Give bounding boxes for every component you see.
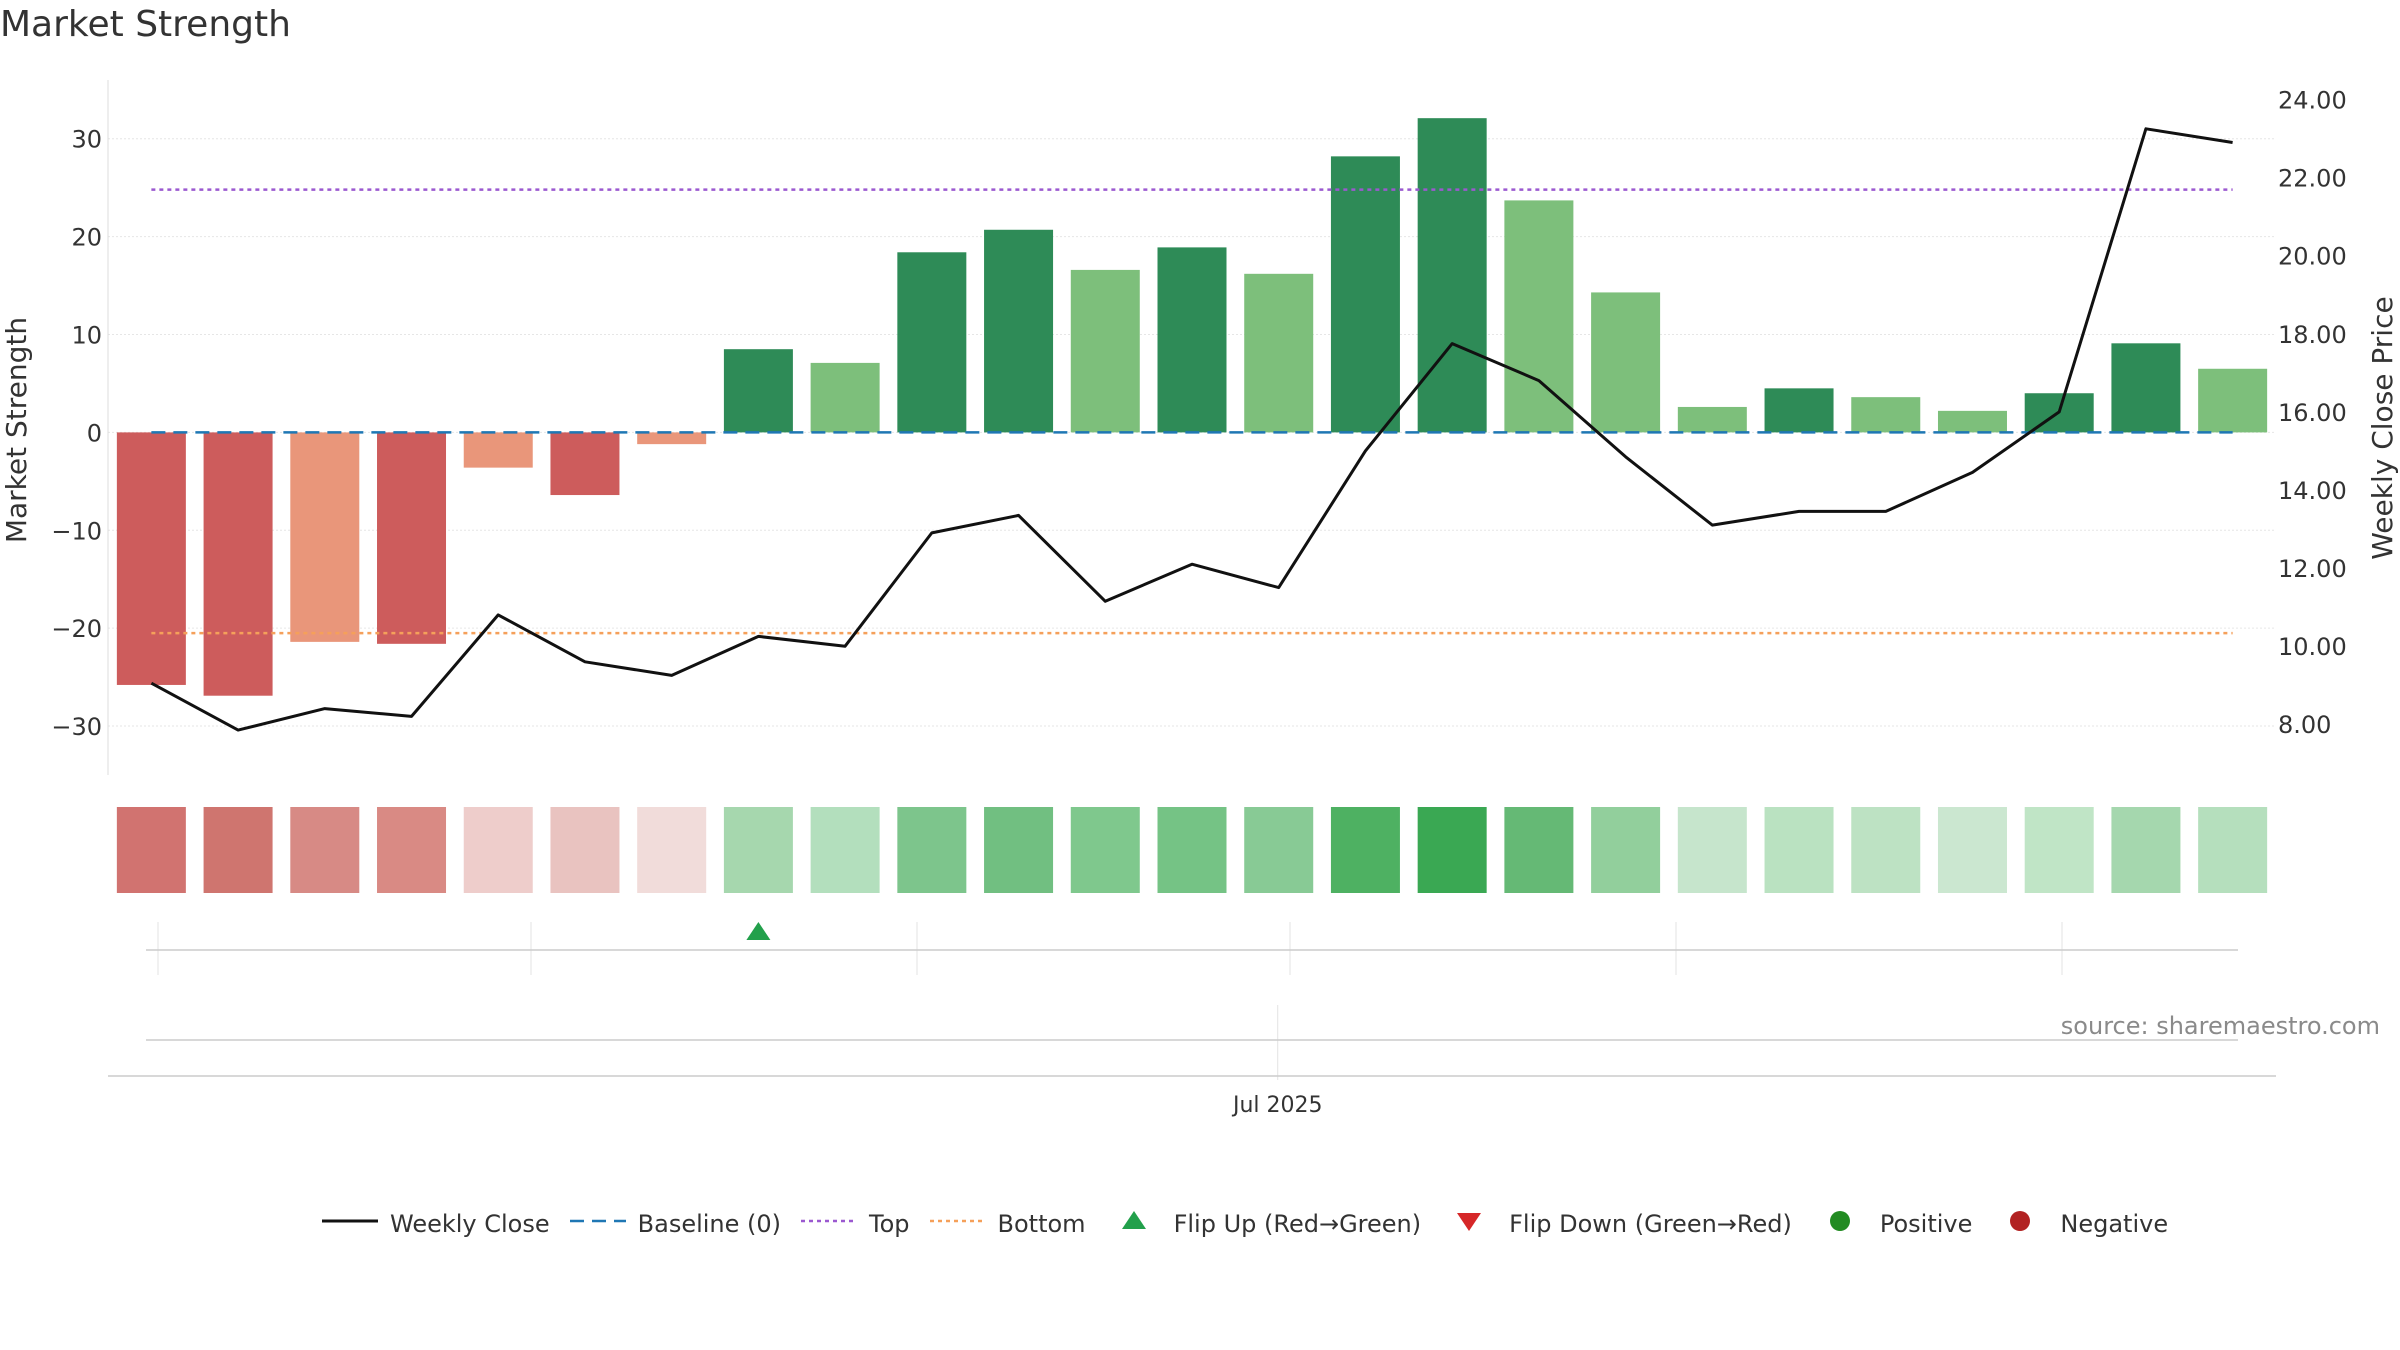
heat-cell <box>1851 807 1921 893</box>
bar <box>1417 118 1487 433</box>
bar <box>2198 368 2268 433</box>
legend-label: Top <box>869 1210 910 1238</box>
heat-cell <box>1417 807 1487 893</box>
heat-cell <box>2111 807 2181 893</box>
legend-swatch-positive <box>1810 1209 1870 1239</box>
legend-label: Bottom <box>997 1210 1086 1238</box>
y2-tick-label: 12.00 <box>2278 555 2347 583</box>
heat-cell <box>1591 807 1661 893</box>
bar <box>1764 388 1834 433</box>
bar <box>810 362 880 433</box>
heat-cell <box>897 807 967 893</box>
heat-cell <box>637 807 707 893</box>
heat-cell <box>463 807 533 893</box>
bar <box>1591 292 1661 433</box>
flip-up-marker <box>746 922 771 940</box>
legend-swatch-flip-down <box>1439 1209 1499 1239</box>
y2-tick-label: 16.00 <box>2278 399 2347 427</box>
bar <box>1504 200 1574 433</box>
heat-cell <box>810 807 880 893</box>
bar <box>723 349 793 433</box>
bar <box>290 432 360 642</box>
legend-swatch-baseline <box>568 1209 628 1239</box>
bar <box>1070 269 1140 433</box>
legend-swatch-negative <box>1990 1209 2050 1239</box>
legend-item-baseline: Baseline (0) <box>568 1209 781 1239</box>
bar <box>377 432 447 644</box>
legend-item-bottom: Bottom <box>928 1209 1086 1239</box>
bar <box>2111 343 2181 433</box>
heat-cell <box>377 807 447 893</box>
bar <box>1677 406 1747 433</box>
legend-label: Negative <box>2060 1210 2169 1238</box>
legend: Weekly Close Baseline (0) Top Bottom Flip Up… <box>320 1204 2186 1244</box>
y-tick-label: 20 <box>71 224 102 252</box>
x-tick-label: Jul 2025 <box>1231 1093 1323 1118</box>
heat-cell <box>290 807 360 893</box>
y2-tick-label: 10.00 <box>2278 633 2347 661</box>
heat-cell <box>550 807 620 893</box>
heat-cell <box>2198 807 2268 893</box>
bar <box>984 229 1054 433</box>
bar <box>897 252 967 433</box>
legend-item-positive: Positive <box>1810 1209 1973 1239</box>
chart-title: Market Strength <box>0 4 291 45</box>
heat-cell <box>984 807 1054 893</box>
y-tick-label: −20 <box>51 615 102 643</box>
heat-cell <box>1330 807 1400 893</box>
y-tick-label: 10 <box>71 322 102 350</box>
heat-cell <box>1157 807 1227 893</box>
bar <box>203 432 273 696</box>
legend-swatch-bottom <box>928 1209 988 1239</box>
y2-tick-label: 22.00 <box>2278 165 2347 193</box>
y2-tick-label: 8.00 <box>2278 711 2331 739</box>
heat-cell <box>1070 807 1140 893</box>
legend-item-flip-up: Flip Up (Red→Green) <box>1104 1209 1422 1239</box>
heat-cell <box>2024 807 2094 893</box>
bar <box>116 432 186 685</box>
legend-label: Positive <box>1879 1210 1973 1238</box>
bar <box>1157 247 1227 433</box>
legend-label: Flip Down (Green→Red) <box>1509 1210 1792 1238</box>
y2-tick-label: 14.00 <box>2278 477 2347 505</box>
y-tick-label: −30 <box>51 713 102 741</box>
heat-cell <box>1504 807 1574 893</box>
legend-swatch-top <box>799 1209 859 1239</box>
y-tick-label: 30 <box>71 126 102 154</box>
bar <box>1330 156 1400 433</box>
heat-cell <box>203 807 273 893</box>
heat-cell <box>723 807 793 893</box>
y-axis-title: Market Strength <box>0 317 33 543</box>
legend-label: Flip Up (Red→Green) <box>1173 1210 1422 1238</box>
y-tick-label: −10 <box>51 517 102 545</box>
y2-tick-label: 24.00 <box>2278 87 2347 115</box>
legend-swatch-close <box>320 1209 380 1239</box>
y-tick-label: 0 <box>87 419 102 447</box>
y2-axis-title: Weekly Close Price <box>2366 296 2399 559</box>
bar <box>1937 410 2007 433</box>
heat-cell <box>1764 807 1834 893</box>
legend-item-top: Top <box>799 1209 910 1239</box>
legend-item-negative: Negative <box>1990 1209 2168 1239</box>
source-credit: source: sharemaestro.com <box>2060 1012 2380 1040</box>
heat-cell <box>1244 807 1314 893</box>
legend-item-flip-down: Flip Down (Green→Red) <box>1439 1209 1792 1239</box>
bar <box>463 432 533 468</box>
legend-swatch-flip-up <box>1104 1209 1164 1239</box>
heat-cell <box>1677 807 1747 893</box>
legend-item-close: Weekly Close <box>320 1209 550 1239</box>
heat-cell <box>1937 807 2007 893</box>
bar <box>637 432 707 445</box>
legend-label: Baseline (0) <box>637 1210 782 1238</box>
bar <box>550 432 620 496</box>
y2-tick-label: 18.00 <box>2278 321 2347 349</box>
bar <box>1244 273 1314 433</box>
weekly-close-line <box>150 127 2233 732</box>
heat-cell <box>116 807 186 893</box>
legend-label: Weekly Close <box>390 1210 550 1238</box>
y2-tick-label: 20.00 <box>2278 243 2347 271</box>
bar <box>1851 397 1921 433</box>
